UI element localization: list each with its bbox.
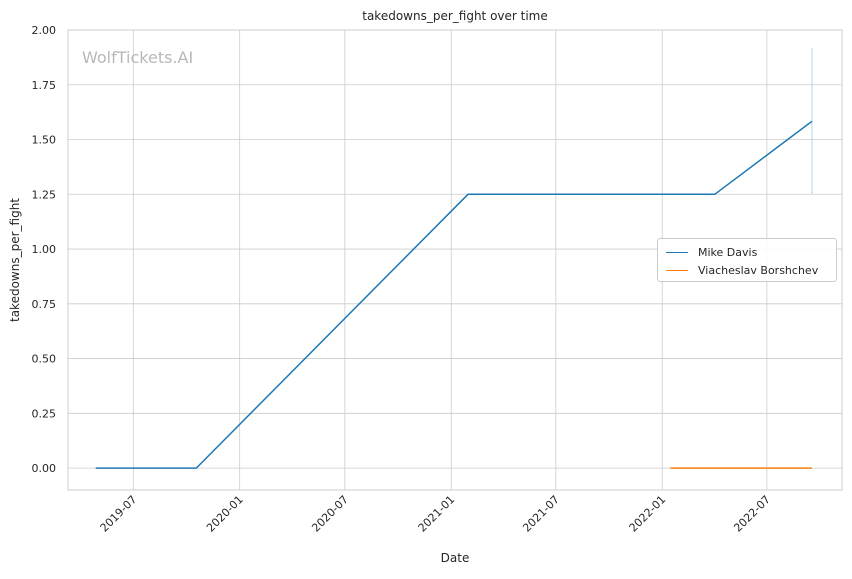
y-tick-label-0: 0.00 [32, 462, 57, 475]
x-tick-label-1: 2020-01 [204, 493, 246, 535]
axes [67, 29, 843, 491]
y-tick-label-3: 0.75 [32, 298, 57, 311]
series [95, 48, 813, 469]
y-tick-label-1: 0.25 [32, 407, 57, 420]
grid [68, 29, 842, 490]
x-tick-label-0: 2019-07 [98, 493, 140, 535]
legend-item-0: Mike Davis [666, 245, 757, 259]
legend-item-1: Viacheslav Borshchev [666, 263, 818, 277]
legend-label-0: Mike Davis [698, 245, 758, 259]
legend-swatch-0 [666, 251, 688, 253]
legend-label-1: Viacheslav Borshchev [698, 263, 819, 277]
y-tick-label-8: 2.00 [32, 24, 57, 37]
watermark: WolfTickets.AI [82, 48, 194, 67]
labels: 0.00 0.25 0.50 0.75 1.00 1.25 1.50 1.75 2.00 2019… [8, 9, 773, 565]
x-tick-label-4: 2021-07 [520, 493, 562, 535]
y-tick-label-7: 1.75 [32, 79, 57, 92]
x-tick-label-2: 2020-07 [309, 493, 351, 535]
y-tick-label-5: 1.25 [32, 188, 57, 201]
chart-title: takedowns_per_fight over time [362, 9, 548, 23]
series-line-0 [95, 120, 813, 469]
y-tick-label-4: 1.00 [32, 243, 57, 256]
legend: Mike Davis Viacheslav Borshchev [657, 238, 837, 282]
y-tick-label-6: 1.50 [32, 134, 57, 147]
y-axis-label: takedowns_per_fight [8, 198, 22, 322]
y-tick-label-2: 0.50 [32, 353, 57, 366]
x-tick-label-5: 2022-01 [627, 493, 669, 535]
legend-swatch-1 [666, 269, 688, 271]
x-tick-label-6: 2022-07 [731, 493, 773, 535]
plot-frame [67, 29, 843, 491]
x-tick-label-3: 2021-01 [416, 493, 458, 535]
x-axis-label: Date [441, 551, 470, 565]
